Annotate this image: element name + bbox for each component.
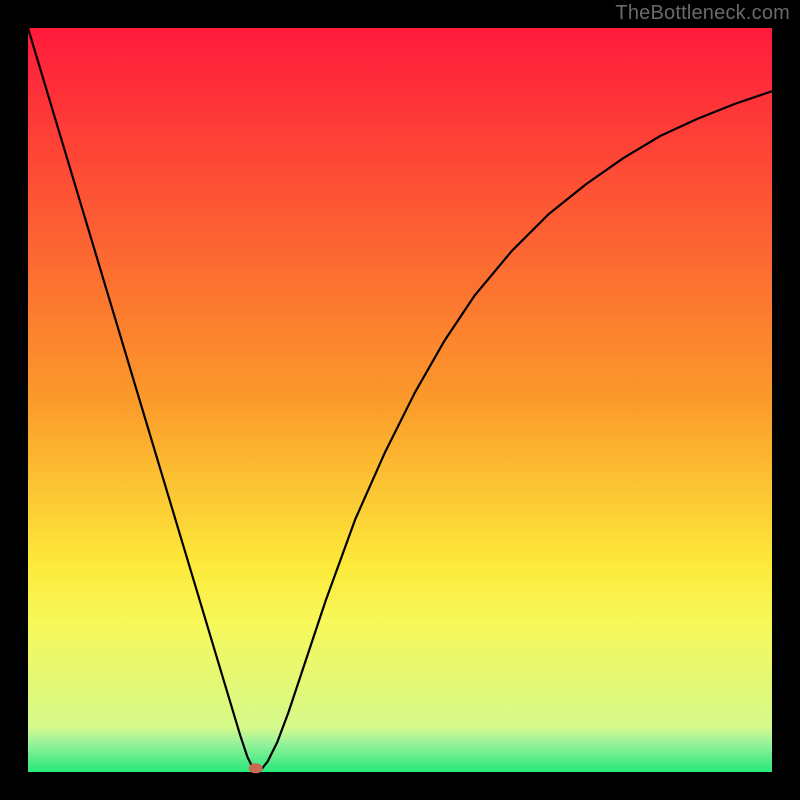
plot-area	[28, 28, 772, 772]
watermark-text: TheBottleneck.com	[615, 2, 790, 25]
optimum-marker	[249, 763, 263, 773]
bottleneck-curve	[28, 28, 772, 772]
plot-svg	[28, 28, 772, 772]
